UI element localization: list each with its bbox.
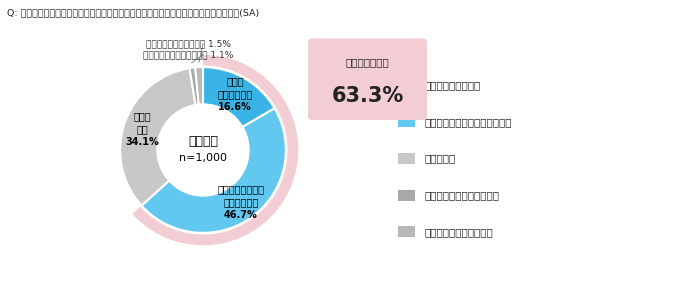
- Wedge shape: [141, 108, 286, 233]
- Text: 変わらない: 変わらない: [425, 153, 456, 164]
- Text: 重要になった計: 重要になった計: [346, 57, 389, 67]
- Bar: [398, 226, 414, 237]
- Text: 63.3%: 63.3%: [331, 86, 404, 106]
- Bar: [398, 116, 414, 127]
- Wedge shape: [195, 67, 203, 105]
- Wedge shape: [190, 67, 199, 105]
- Text: あまり重要ではなくなった 1.1%: あまり重要ではなくなった 1.1%: [143, 50, 233, 59]
- Bar: [398, 190, 414, 201]
- Text: 全く重要ではなくなった 1.5%: 全く重要ではなくなった 1.5%: [146, 39, 230, 48]
- Text: とても
重要になった
16.6%: とても 重要になった 16.6%: [218, 76, 253, 112]
- Text: 変わら
ない
34.1%: 変わら ない 34.1%: [125, 111, 159, 147]
- Text: n=1,000: n=1,000: [179, 153, 227, 163]
- Text: 全く重要ではなくなった: 全く重要ではなくなった: [425, 227, 493, 237]
- Bar: [398, 80, 414, 91]
- Text: 全国男女: 全国男女: [188, 135, 218, 148]
- Bar: [398, 153, 414, 164]
- Text: とても重要になった: とても重要になった: [425, 80, 481, 90]
- Text: どちらかといえば
重要になった
46.7%: どちらかといえば 重要になった 46.7%: [218, 184, 265, 220]
- Circle shape: [158, 104, 248, 196]
- FancyBboxPatch shape: [308, 38, 427, 120]
- Wedge shape: [132, 55, 298, 245]
- Wedge shape: [203, 67, 274, 127]
- Wedge shape: [120, 68, 195, 205]
- Text: Q: コロナ禍で、空気の重要性に対する意識は以前と比べてどのように変わりましたか。(SA): Q: コロナ禍で、空気の重要性に対する意識は以前と比べてどのように変わりましたか…: [7, 8, 259, 18]
- Text: どちらかといえば重要になった: どちらかといえば重要になった: [425, 117, 512, 127]
- Text: あまり重要ではなくなった: あまり重要ではなくなった: [425, 190, 500, 200]
